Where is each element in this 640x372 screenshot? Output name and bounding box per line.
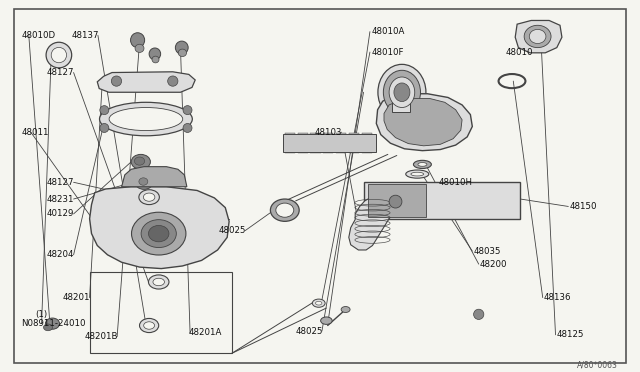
Text: A/80*0063: A/80*0063 xyxy=(577,360,618,369)
Ellipse shape xyxy=(100,102,193,136)
Text: 48010H: 48010H xyxy=(438,178,472,187)
Ellipse shape xyxy=(312,299,325,307)
Bar xyxy=(392,92,410,112)
Bar xyxy=(336,133,346,153)
Text: 48201: 48201 xyxy=(62,293,90,302)
Text: 48201B: 48201B xyxy=(85,332,118,341)
Text: (1): (1) xyxy=(35,310,47,319)
Ellipse shape xyxy=(135,175,153,189)
Ellipse shape xyxy=(389,77,415,108)
Ellipse shape xyxy=(135,44,144,52)
Text: 48125: 48125 xyxy=(557,330,584,339)
Text: 48201A: 48201A xyxy=(189,328,222,337)
Text: 48010: 48010 xyxy=(506,48,533,57)
Ellipse shape xyxy=(378,64,426,120)
Circle shape xyxy=(100,106,109,115)
Text: 48010F: 48010F xyxy=(371,48,404,57)
Ellipse shape xyxy=(394,83,410,102)
Ellipse shape xyxy=(148,275,169,289)
Polygon shape xyxy=(376,94,472,151)
Text: N08911-24010: N08911-24010 xyxy=(21,319,86,328)
Circle shape xyxy=(111,76,122,86)
Circle shape xyxy=(46,42,72,68)
Polygon shape xyxy=(384,99,462,146)
Bar xyxy=(298,133,308,153)
Bar xyxy=(364,182,520,219)
Ellipse shape xyxy=(178,49,187,57)
Text: 48136: 48136 xyxy=(544,293,572,302)
Text: 48127: 48127 xyxy=(46,178,74,187)
Text: 48204: 48204 xyxy=(46,250,74,259)
Bar xyxy=(285,133,295,153)
Ellipse shape xyxy=(44,324,52,331)
Ellipse shape xyxy=(131,154,150,169)
Bar xyxy=(349,133,359,153)
Bar xyxy=(283,134,376,152)
Circle shape xyxy=(183,106,192,115)
Bar xyxy=(362,133,372,153)
Ellipse shape xyxy=(316,301,322,305)
Ellipse shape xyxy=(144,322,155,329)
Ellipse shape xyxy=(45,318,60,329)
Circle shape xyxy=(100,124,109,132)
Text: 48231: 48231 xyxy=(46,195,74,203)
Text: 48150: 48150 xyxy=(570,202,597,211)
Ellipse shape xyxy=(141,219,177,248)
Ellipse shape xyxy=(271,199,300,221)
Ellipse shape xyxy=(406,170,429,178)
Ellipse shape xyxy=(140,318,159,333)
Bar xyxy=(368,184,426,217)
Text: 48025: 48025 xyxy=(296,327,323,336)
Ellipse shape xyxy=(321,317,332,324)
Text: 48137: 48137 xyxy=(72,31,99,40)
Text: 48011: 48011 xyxy=(21,128,49,137)
Ellipse shape xyxy=(383,70,420,114)
Ellipse shape xyxy=(411,172,424,176)
Ellipse shape xyxy=(524,25,551,48)
Ellipse shape xyxy=(148,225,169,242)
Text: 40129: 40129 xyxy=(46,209,74,218)
Circle shape xyxy=(168,76,178,86)
Polygon shape xyxy=(122,167,187,187)
Text: 48025: 48025 xyxy=(219,226,246,235)
Text: 48035: 48035 xyxy=(474,247,501,256)
Circle shape xyxy=(474,309,484,320)
Bar xyxy=(310,133,321,153)
Polygon shape xyxy=(349,195,393,250)
Text: 48200: 48200 xyxy=(480,260,508,269)
Ellipse shape xyxy=(139,178,148,185)
Text: 48010D: 48010D xyxy=(21,31,55,40)
Bar xyxy=(90,272,232,353)
Ellipse shape xyxy=(153,278,164,286)
Bar xyxy=(323,133,333,153)
Ellipse shape xyxy=(139,190,159,205)
Ellipse shape xyxy=(175,41,188,54)
Text: 48127: 48127 xyxy=(46,68,74,77)
Ellipse shape xyxy=(131,33,145,48)
Polygon shape xyxy=(90,187,229,269)
Ellipse shape xyxy=(152,56,159,63)
Ellipse shape xyxy=(149,48,161,60)
Ellipse shape xyxy=(529,29,546,44)
Ellipse shape xyxy=(276,203,294,217)
Ellipse shape xyxy=(413,160,431,169)
Ellipse shape xyxy=(134,157,145,165)
Ellipse shape xyxy=(143,193,155,201)
Circle shape xyxy=(51,47,67,63)
Ellipse shape xyxy=(418,163,427,166)
Text: 48010A: 48010A xyxy=(371,27,404,36)
Polygon shape xyxy=(97,72,195,92)
Circle shape xyxy=(183,124,192,132)
Polygon shape xyxy=(515,20,562,53)
Text: 48103: 48103 xyxy=(315,128,342,137)
Ellipse shape xyxy=(132,212,186,255)
Circle shape xyxy=(389,195,402,208)
Ellipse shape xyxy=(341,307,350,312)
Ellipse shape xyxy=(109,108,183,131)
